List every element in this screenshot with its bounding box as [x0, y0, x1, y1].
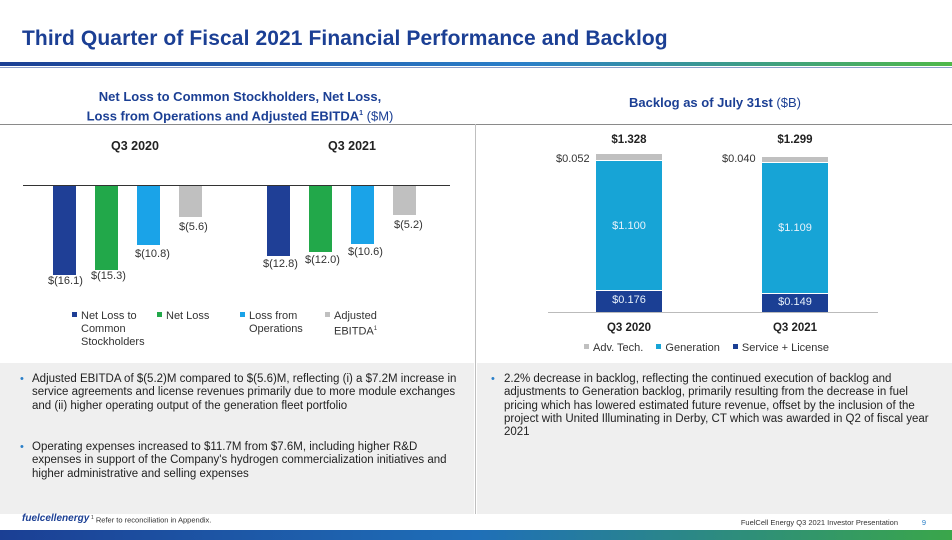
service-label-q3-2020: $0.176	[612, 294, 646, 306]
service-label-q3-2021: $0.149	[778, 296, 812, 308]
segment-service-license-q3-2021: $0.149	[762, 294, 828, 312]
title-rule	[0, 62, 952, 66]
backlog-total-q3-2020: $1.328	[611, 134, 647, 146]
value-label-net-loss-to-common-q3-2020: $(16.1)	[48, 275, 83, 287]
bar-net-loss-q3-2021	[309, 186, 332, 252]
legend-label-generation: Generation	[665, 342, 720, 354]
panel-divider-horizontal	[0, 124, 952, 125]
bar-loss-from-operations-q3-2021	[351, 186, 374, 244]
adv-tech-label-q3-2021: $0.040	[722, 153, 756, 165]
adv-tech-label-q3-2020: $0.052	[556, 153, 590, 165]
panel-divider-vertical	[475, 124, 476, 514]
footnote-text: Refer to reconciliation in Appendix.	[95, 515, 212, 525]
bar-net-loss-to-common-q3-2021	[267, 186, 290, 256]
legend-item-net-loss-to-common: Net Loss to Common Stockholders	[72, 310, 145, 349]
bar-net-loss-to-common-q3-2020	[53, 186, 76, 275]
bullet-marker: •	[20, 373, 24, 385]
value-label-adjusted-ebitda-q3-2021: $(5.2)	[394, 219, 423, 231]
legend-label: Net Loss	[166, 310, 210, 322]
left-note-2: Operating expenses increased to $11.7M f…	[32, 441, 447, 480]
right-notes-panel	[477, 363, 952, 514]
right-heading-unit: ($B)	[772, 95, 801, 110]
right-chart-heading: Backlog as of July 31st ($B)	[478, 95, 952, 110]
bullet-marker: •	[20, 441, 24, 453]
footnote-sup: 1	[91, 515, 94, 521]
legend-label: EBITDA	[334, 325, 374, 338]
company-logo: fuelcellenergy	[22, 513, 90, 524]
value-label-net-loss-q3-2020: $(15.3)	[91, 270, 126, 282]
legend-item-adjusted-ebitda: Adjusted EBITDA1	[325, 310, 377, 339]
generation-label-q3-2021: $1.109	[778, 221, 812, 234]
legend-swatch-adjusted-ebitda	[325, 312, 330, 317]
legend-swatch-loss-from-operations	[240, 312, 245, 317]
period-label-q3-2020: Q3 2020	[111, 139, 159, 153]
left-heading-line1: Net Loss to Common Stockholders, Net Los…	[98, 89, 382, 104]
left-chart-baseline	[23, 185, 450, 186]
title-rule-thin	[0, 67, 952, 68]
page-title: Third Quarter of Fiscal 2021 Financial P…	[22, 27, 668, 50]
segment-adv-tech-q3-2020	[596, 154, 662, 160]
legend-item-net-loss: Net Loss	[157, 310, 209, 323]
right-heading-text: Backlog as of July 31st	[629, 95, 773, 110]
legend-swatch-generation	[656, 344, 662, 349]
legend-label-service-license: Service + License	[741, 342, 830, 354]
legend-sup: 1	[373, 326, 378, 332]
value-label-loss-from-operations-q3-2021: $(10.6)	[348, 246, 383, 258]
backlog-legend: Adv. Tech. Generation Service + License	[584, 342, 829, 355]
generation-label-q3-2020: $1.100	[612, 220, 646, 233]
left-notes-panel	[0, 363, 474, 514]
x-label-q3-2021: Q3 2021	[772, 322, 818, 334]
value-label-loss-from-operations-q3-2020: $(10.8)	[135, 248, 170, 260]
backlog-total-q3-2021: $1.299	[777, 134, 813, 146]
left-note-1: Adjusted EBITDA of $(5.2)M compared to $…	[32, 373, 457, 412]
left-heading-unit: ($M)	[363, 108, 394, 124]
legend-swatch-adv-tech	[584, 344, 589, 349]
footnote: 1 Refer to reconciliation in Appendix.	[91, 515, 211, 525]
bar-adjusted-ebitda-q3-2021	[393, 186, 416, 215]
legend-label: Common	[81, 323, 126, 335]
legend-swatch-net-loss	[157, 312, 162, 317]
footer-bar	[0, 530, 952, 540]
left-heading-line2: Loss from Operations and Adjusted EBITDA	[86, 108, 360, 124]
value-label-net-loss-q3-2021: $(12.0)	[305, 254, 340, 266]
right-chart-baseline	[548, 312, 878, 313]
period-label-q3-2021: Q3 2021	[328, 139, 376, 153]
left-heading-sup: 1	[359, 110, 364, 117]
legend-label: Stockholders	[81, 336, 145, 348]
x-label-q3-2020: Q3 2020	[606, 322, 652, 334]
legend-swatch-net-loss-to-common	[72, 312, 77, 317]
bar-adjusted-ebitda-q3-2020	[179, 186, 202, 217]
legend-label: Adjusted	[334, 310, 377, 322]
segment-generation-q3-2021: $1.109	[762, 163, 828, 293]
bar-net-loss-q3-2020	[95, 186, 118, 270]
legend-label: Operations	[249, 323, 303, 335]
bullet-marker: •	[491, 373, 495, 385]
right-note-1: 2.2% decrease in backlog, reflecting the…	[504, 373, 929, 439]
left-chart-heading: Net Loss to Common Stockholders, Net Los…	[40, 88, 440, 124]
legend-label-adv-tech: Adv. Tech.	[593, 342, 644, 354]
legend-label: Loss from	[249, 310, 298, 322]
legend-label: Net Loss to	[81, 310, 137, 322]
legend-swatch-service-license	[732, 344, 738, 349]
segment-adv-tech-q3-2021	[762, 157, 828, 162]
value-label-net-loss-to-common-q3-2021: $(12.8)	[263, 258, 298, 270]
presentation-name: FuelCell Energy Q3 2021 Investor Present…	[740, 518, 898, 527]
bar-loss-from-operations-q3-2020	[137, 186, 160, 245]
value-label-adjusted-ebitda-q3-2020: $(5.6)	[179, 221, 208, 233]
legend-item-loss-from-operations: Loss from Operations	[240, 310, 303, 336]
segment-generation-q3-2020: $1.100	[596, 161, 662, 290]
segment-service-license-q3-2020: $0.176	[596, 291, 662, 312]
page-number: 9	[921, 518, 926, 527]
